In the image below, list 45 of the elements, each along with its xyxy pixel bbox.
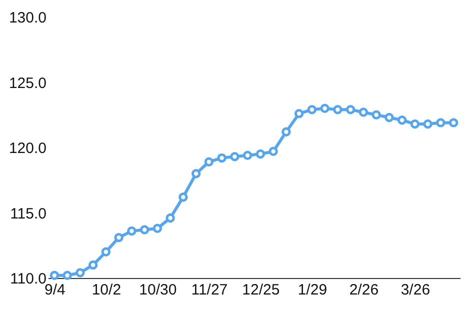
y-tick-label: 120.0 <box>8 140 46 157</box>
point <box>423 119 432 129</box>
point <box>127 226 136 236</box>
point <box>114 232 124 242</box>
point <box>410 119 420 129</box>
point <box>50 270 60 280</box>
point <box>256 149 266 159</box>
point <box>372 110 381 120</box>
point <box>88 260 98 270</box>
x-tick-label: 11/27 <box>191 282 228 298</box>
point <box>242 150 252 160</box>
y-tick-label: 125.0 <box>8 74 46 92</box>
point <box>76 268 85 278</box>
point <box>448 118 458 128</box>
y-tick-label: 130.0 <box>8 10 46 26</box>
point <box>152 224 162 234</box>
y-tick-label: 115.0 <box>10 205 46 222</box>
point <box>436 118 446 128</box>
point <box>101 247 111 256</box>
point <box>358 108 368 117</box>
point <box>166 213 175 223</box>
point <box>140 225 150 234</box>
point <box>397 116 407 125</box>
x-tick-label: 1/29 <box>298 282 328 298</box>
point <box>307 105 317 114</box>
y-tick-label: 110.0 <box>10 270 46 288</box>
point <box>268 146 278 156</box>
x-tick-label: 2/26 <box>349 282 379 298</box>
x-tick-label: 3/26 <box>400 282 430 298</box>
point <box>62 270 72 280</box>
x-tick-label: 12/25 <box>242 282 280 298</box>
x-tick-label: 10/30 <box>139 282 177 298</box>
x-tick-label: 10/2 <box>92 282 122 298</box>
point <box>294 108 304 118</box>
point <box>384 112 394 122</box>
point <box>191 169 201 178</box>
x-tick-label: 9/4 <box>44 282 66 298</box>
point <box>217 153 226 163</box>
point <box>204 157 214 166</box>
point <box>346 105 356 114</box>
point <box>320 104 330 113</box>
point <box>178 192 188 202</box>
point <box>282 127 291 136</box>
point <box>333 105 342 114</box>
point <box>230 152 240 162</box>
